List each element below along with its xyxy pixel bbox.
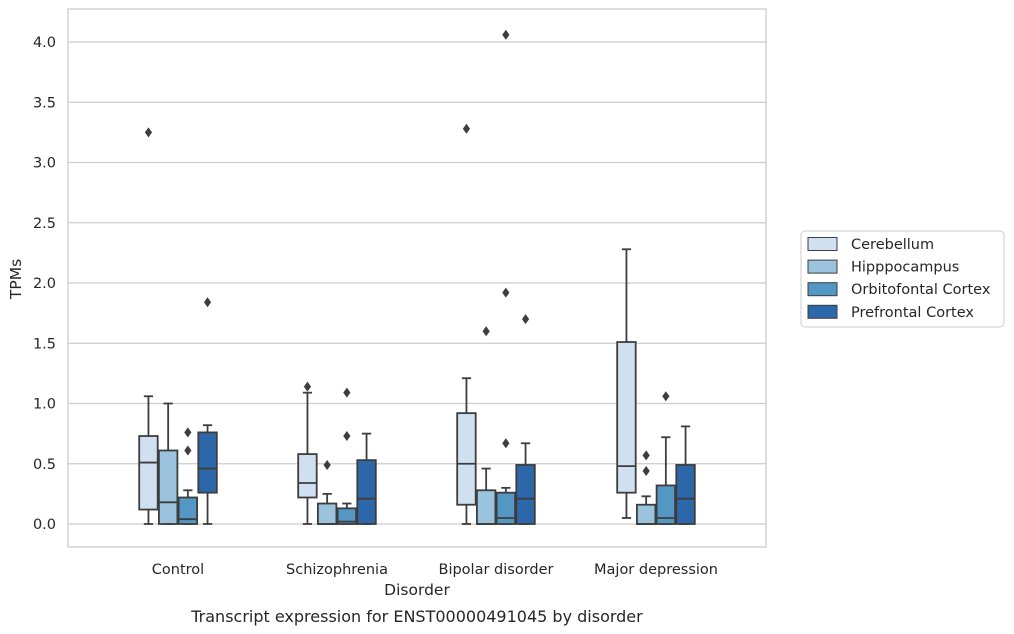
y-tick-labels: 0.0 0.5 1.0 1.5 2.0 2.5 3.0 3.5 4.0 <box>33 35 56 533</box>
box-hipppocampus <box>157 402 179 525</box>
box-iqr <box>336 507 358 525</box>
legend-label: Cerebellum <box>851 237 934 253</box>
legend-swatch <box>807 237 838 251</box>
box-iqr <box>636 503 657 525</box>
box-orbitofontal-cortex <box>177 427 199 525</box>
legend-swatch <box>807 304 838 319</box>
box-hipppocampus <box>636 450 657 525</box>
y-tick-label: 3.5 <box>33 95 56 111</box>
grid-lines <box>68 41 766 525</box>
box-iqr <box>515 464 536 525</box>
x-tick-label: Schizophrenia <box>286 562 388 578</box>
box-iqr <box>177 496 199 525</box>
x-tick-labels: Control Schizophrenia Bipolar disorder Majo… <box>152 562 718 578</box>
outlier-point <box>502 438 510 449</box>
y-axis-title: TPMs <box>7 259 25 300</box>
box-iqr <box>456 412 477 506</box>
y-tick-label: 0.5 <box>33 457 56 473</box>
box-prefrontal-cortex <box>675 425 696 525</box>
outlier-point <box>482 326 490 337</box>
box-prefrontal-cortex <box>197 297 218 525</box>
y-tick-label: 2.0 <box>33 276 56 292</box>
box-iqr <box>197 431 218 494</box>
outlier-point <box>343 387 351 398</box>
outlier-point <box>203 297 212 308</box>
outlier-point <box>303 381 312 392</box>
outlier-point <box>642 465 650 476</box>
outlier-point <box>343 431 351 442</box>
box-cerebellum <box>297 381 318 525</box>
outlier-point <box>662 391 670 402</box>
outlier-point <box>323 459 331 470</box>
box-iqr <box>475 489 497 525</box>
box-iqr <box>655 484 676 525</box>
box-iqr <box>675 464 696 525</box>
outlier-point <box>502 287 510 298</box>
legend: Cerebellum Hipppocampus Orbitofontal Corte… <box>800 230 1005 328</box>
y-tick-label: 3.0 <box>33 156 56 172</box>
y-tick-label: 1.0 <box>33 397 56 413</box>
box-prefrontal-cortex <box>356 432 377 525</box>
box-orbitofontal-cortex <box>655 391 676 525</box>
box-iqr <box>495 491 517 525</box>
box-groups <box>138 29 696 525</box>
legend-label: Prefrontal Cortex <box>851 305 974 321</box>
y-tick-label: 0.0 <box>33 517 56 533</box>
box-hipppocampus <box>475 326 497 525</box>
box-iqr <box>297 453 318 499</box>
x-tick-label: Major depression <box>594 562 718 578</box>
box-cerebellum <box>138 127 159 525</box>
outlier-point <box>502 29 510 40</box>
outlier-point <box>144 127 153 138</box>
box-iqr <box>316 502 338 525</box>
x-tick-label: Bipolar disorder <box>439 562 554 578</box>
legend-swatch <box>807 282 838 297</box>
legend-frame <box>800 230 1005 328</box>
y-tick-label: 4.0 <box>33 35 56 51</box>
box-orbitofontal-cortex <box>495 29 517 525</box>
chart-caption: Transcript expression for ENST0000049104… <box>190 607 643 626</box>
box-iqr <box>157 449 179 525</box>
box-orbitofontal-cortex <box>336 387 358 525</box>
legend-label: Orbitofontal Cortex <box>851 282 991 298</box>
y-tick-label: 1.5 <box>33 336 56 352</box>
box-cerebellum <box>616 248 637 519</box>
x-axis-title: Disorder <box>384 581 450 599</box>
legend-swatch <box>807 259 838 274</box>
x-tick-label: Control <box>152 562 204 578</box>
box-cerebellum <box>456 123 477 525</box>
legend-label: Hipppocampus <box>851 260 959 276</box>
outlier-point <box>462 123 471 134</box>
box-prefrontal-cortex <box>515 314 536 525</box>
plot-frame <box>67 8 767 548</box>
outlier-point <box>642 450 650 461</box>
box-iqr <box>138 435 159 511</box>
box-iqr <box>616 341 637 494</box>
outlier-point <box>184 427 192 438</box>
y-tick-label: 2.5 <box>33 216 56 232</box>
box-hipppocampus <box>316 459 338 525</box>
box-iqr <box>356 459 377 525</box>
outlier-point <box>521 314 530 325</box>
outlier-point <box>184 445 192 456</box>
